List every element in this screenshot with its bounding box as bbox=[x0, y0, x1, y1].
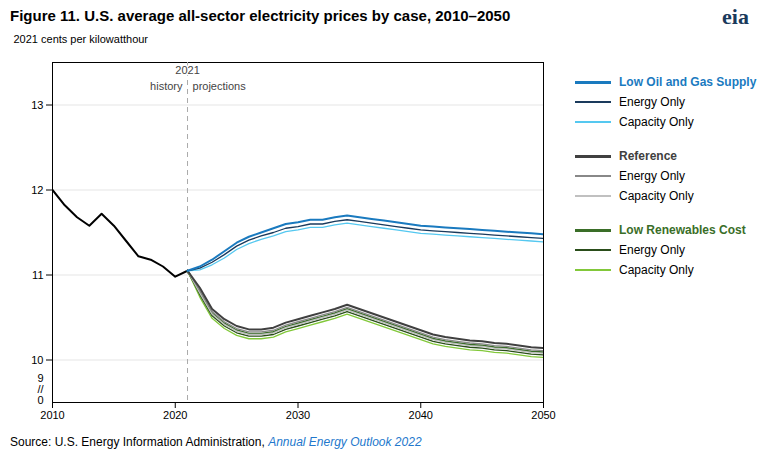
svg-text:13: 13 bbox=[31, 99, 43, 111]
svg-text:0: 0 bbox=[37, 394, 43, 406]
html-text:Reference: Reference bbox=[619, 149, 677, 163]
svg-text:9: 9 bbox=[37, 372, 44, 384]
svg-text:2021: 2021 bbox=[175, 64, 199, 76]
html-text:Energy Only: Energy Only bbox=[619, 169, 685, 183]
html-text:Low Renewables Cost: Low Renewables Cost bbox=[619, 223, 746, 237]
svg-text:2040: 2040 bbox=[409, 409, 433, 421]
html-text:Energy Only: Energy Only bbox=[619, 95, 685, 109]
svg-text:2021 cents per kilowatthour: 2021 cents per kilowatthour bbox=[14, 33, 149, 45]
svg-text:2010: 2010 bbox=[40, 409, 64, 421]
svg-text:2050: 2050 bbox=[531, 409, 555, 421]
html-text:Capacity Only: Capacity Only bbox=[619, 189, 694, 203]
svg-text:10: 10 bbox=[31, 354, 43, 366]
html-text:Capacity Only: Capacity Only bbox=[619, 263, 694, 277]
html-text:Energy Only: Energy Only bbox=[619, 243, 685, 257]
html-text:Figure 11. U.S. average all-se: Figure 11. U.S. average all-sector elect… bbox=[10, 7, 511, 24]
html-text:Capacity Only: Capacity Only bbox=[619, 115, 694, 129]
svg-text:2030: 2030 bbox=[286, 409, 310, 421]
svg-text:history: history bbox=[150, 80, 183, 92]
svg-text:11: 11 bbox=[32, 269, 43, 281]
html-text:Source: U.S. Energy Informatio: Source: U.S. Energy Information Administ… bbox=[10, 435, 422, 449]
svg-text:12: 12 bbox=[31, 184, 43, 196]
html-text:Low Oil and Gas Supply: Low Oil and Gas Supply bbox=[619, 75, 757, 89]
html-text:eia: eia bbox=[722, 4, 749, 29]
svg-text:2020: 2020 bbox=[163, 409, 187, 421]
svg-text:projections: projections bbox=[193, 80, 247, 92]
